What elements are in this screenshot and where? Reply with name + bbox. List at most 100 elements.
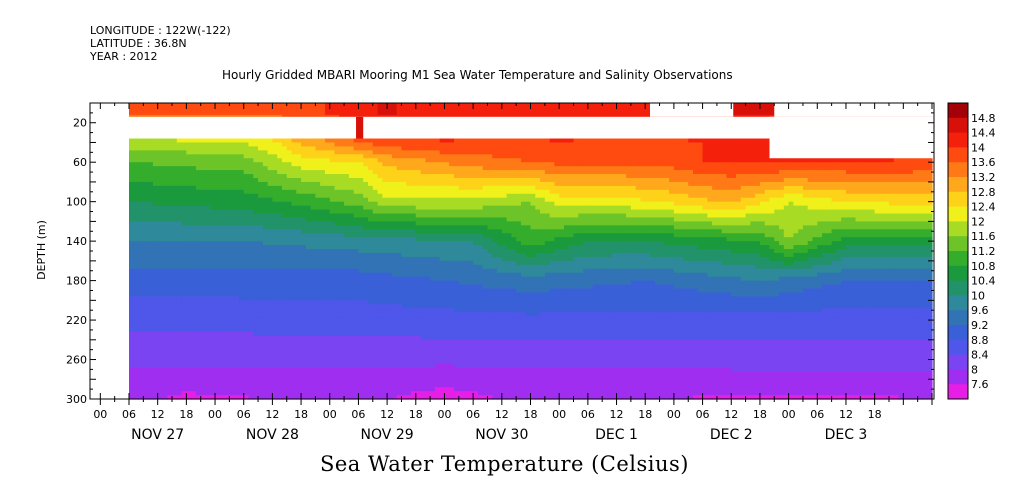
heatmap-cell bbox=[157, 320, 164, 325]
heatmap-cell bbox=[396, 327, 403, 333]
heatmap-cell bbox=[229, 252, 235, 258]
heatmap-cell bbox=[396, 245, 403, 250]
heatmap-cell bbox=[363, 237, 369, 242]
heatmap-cell bbox=[444, 166, 450, 171]
heatmap-cell bbox=[186, 276, 192, 282]
heatmap-cell bbox=[258, 185, 264, 191]
heatmap-cell bbox=[224, 316, 230, 321]
heatmap-cell bbox=[210, 245, 216, 250]
heatmap-cell bbox=[258, 335, 264, 341]
heatmap-cell bbox=[363, 193, 369, 199]
heatmap-cell bbox=[195, 241, 202, 246]
heatmap-cell bbox=[258, 110, 264, 116]
heatmap-cell bbox=[363, 249, 369, 254]
heatmap-cell bbox=[315, 252, 321, 258]
heatmap-cell bbox=[272, 391, 278, 396]
heatmap-cell bbox=[430, 324, 436, 329]
heatmap-cell bbox=[215, 197, 221, 203]
heatmap-cell bbox=[305, 335, 312, 341]
heatmap-cell bbox=[272, 158, 278, 163]
heatmap-cell bbox=[138, 292, 144, 297]
heatmap-cell bbox=[210, 347, 216, 353]
heatmap-cell bbox=[363, 146, 369, 151]
heatmap-cell bbox=[195, 233, 202, 238]
heatmap-cell bbox=[148, 383, 154, 388]
heatmap-cell bbox=[310, 268, 317, 274]
heatmap-cell bbox=[191, 229, 197, 234]
heatmap-cell bbox=[258, 331, 264, 337]
heatmap-cell bbox=[344, 359, 350, 365]
heatmap-cell bbox=[353, 233, 360, 238]
heatmap-cell bbox=[210, 201, 216, 207]
heatmap-cell bbox=[262, 387, 269, 392]
heatmap-cell bbox=[434, 174, 441, 179]
heatmap-cell bbox=[229, 166, 235, 171]
heatmap-cell bbox=[262, 363, 269, 369]
heatmap-cell bbox=[344, 300, 350, 305]
heatmap-cell bbox=[348, 245, 355, 250]
heatmap-cell bbox=[391, 201, 398, 207]
heatmap-cell bbox=[210, 189, 216, 195]
heatmap-cell bbox=[162, 241, 168, 246]
heatmap-cell bbox=[305, 154, 312, 159]
heatmap-cell bbox=[157, 189, 164, 195]
heatmap-cell bbox=[148, 150, 154, 155]
heatmap-cell bbox=[301, 229, 307, 234]
heatmap-cell bbox=[415, 264, 422, 270]
heatmap-cell bbox=[234, 217, 240, 222]
heatmap-cell bbox=[430, 241, 436, 246]
heatmap-cell bbox=[162, 193, 168, 199]
heatmap-cell bbox=[439, 181, 446, 187]
heatmap-cell bbox=[133, 272, 140, 278]
heatmap-cell bbox=[277, 331, 283, 337]
heatmap-cell bbox=[258, 241, 264, 246]
heatmap-cell bbox=[215, 359, 221, 365]
heatmap-cell bbox=[167, 103, 173, 108]
heatmap-cell bbox=[181, 276, 187, 282]
heatmap-cell bbox=[205, 158, 211, 163]
heatmap-cell bbox=[430, 264, 436, 270]
heatmap-cell bbox=[234, 103, 240, 108]
heatmap-cell bbox=[291, 300, 297, 305]
heatmap-cell bbox=[315, 387, 321, 392]
heatmap-cell bbox=[430, 288, 436, 294]
heatmap-cell bbox=[320, 339, 326, 345]
heatmap-cell bbox=[305, 233, 312, 238]
heatmap-cell bbox=[401, 335, 407, 341]
heatmap-cell bbox=[219, 276, 226, 282]
heatmap-cell bbox=[195, 162, 202, 167]
heatmap-cell bbox=[229, 296, 235, 301]
heatmap-cell bbox=[344, 335, 350, 341]
heatmap-cell bbox=[258, 308, 264, 313]
heatmap-cell bbox=[172, 395, 178, 400]
heatmap-cell bbox=[420, 142, 426, 148]
heatmap-cell bbox=[219, 170, 226, 175]
heatmap-cell bbox=[157, 205, 164, 211]
heatmap-cell bbox=[272, 288, 278, 294]
heatmap-cell bbox=[358, 110, 364, 116]
heatmap-cell bbox=[334, 375, 340, 380]
heatmap-cell bbox=[339, 170, 345, 175]
heatmap-cell bbox=[353, 268, 360, 274]
heatmap-cell bbox=[133, 268, 140, 274]
heatmap-cell bbox=[248, 359, 254, 365]
heatmap-cell bbox=[191, 343, 197, 349]
heatmap-cell bbox=[320, 189, 326, 195]
heatmap-cell bbox=[439, 351, 446, 357]
heatmap-cell bbox=[358, 288, 364, 294]
heatmap-cell bbox=[148, 316, 154, 321]
heatmap-cell bbox=[425, 217, 431, 222]
heatmap-cell bbox=[277, 209, 283, 215]
heatmap-cell bbox=[267, 367, 273, 372]
heatmap-cell bbox=[205, 205, 211, 211]
heatmap-cell bbox=[191, 103, 197, 108]
heatmap-cell bbox=[186, 146, 192, 151]
heatmap-cell bbox=[353, 158, 360, 163]
heatmap-cell bbox=[382, 280, 388, 286]
heatmap-cell bbox=[387, 300, 393, 305]
heatmap-cell bbox=[138, 177, 144, 183]
heatmap-cell bbox=[200, 146, 207, 151]
heatmap-cell bbox=[253, 185, 259, 191]
heatmap-cell bbox=[210, 177, 216, 183]
heatmap-cell bbox=[353, 154, 360, 159]
